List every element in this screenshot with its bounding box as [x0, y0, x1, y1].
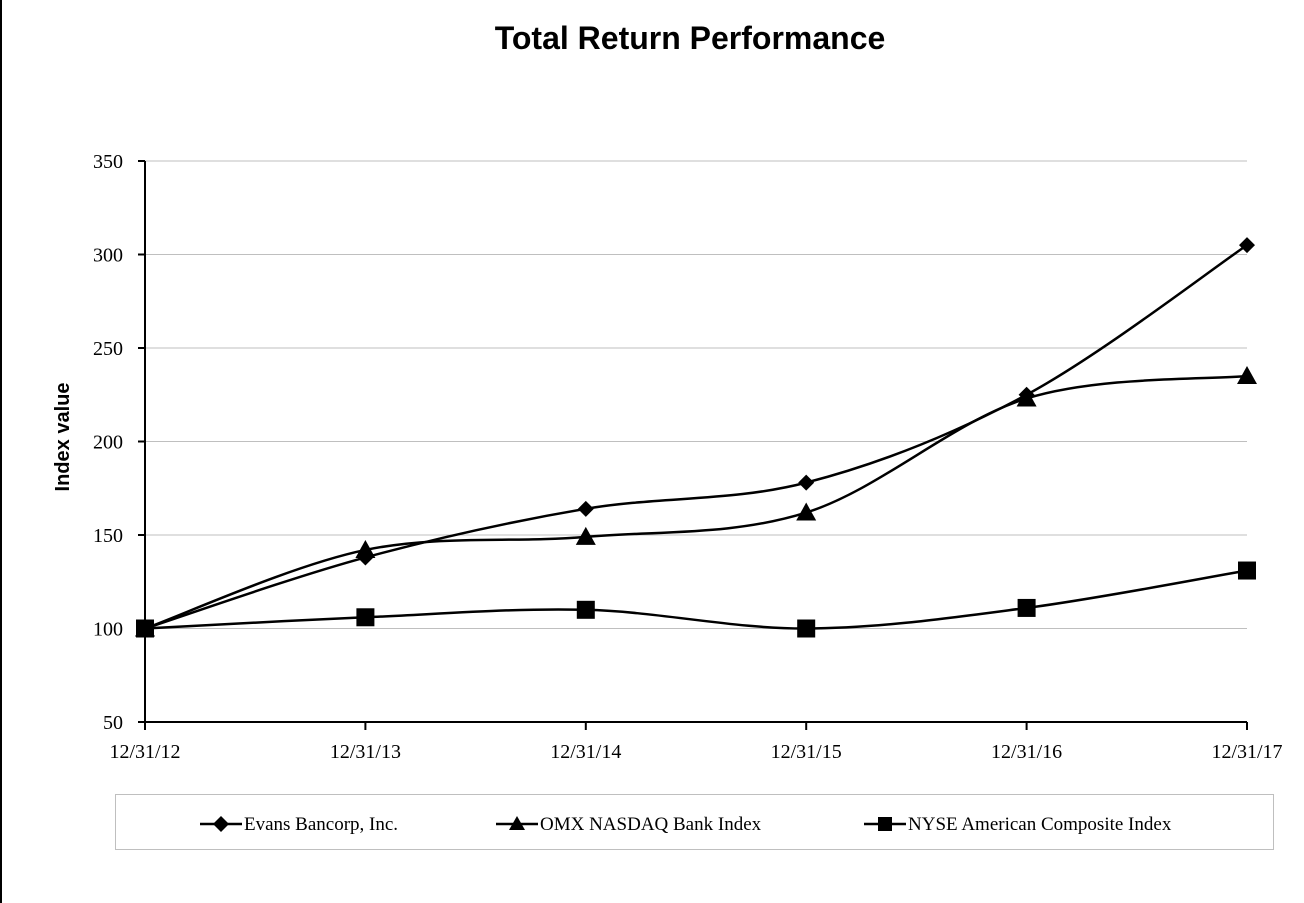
data-point: [1016, 388, 1037, 407]
legend-marker-icon: [878, 817, 892, 831]
y-tick-label: 300: [93, 245, 123, 267]
legend-marker-icon: [213, 816, 229, 832]
legend-svg: Evans Bancorp, Inc. OMX NASDAQ Bank Index…: [200, 814, 1172, 835]
x-tick-label: 12/31/13: [330, 741, 401, 763]
data-point: [355, 539, 376, 558]
x-tick-label: 12/31/17: [1211, 741, 1282, 763]
series-line: [144, 244, 1248, 630]
data-point: [1237, 366, 1257, 385]
y-tick-label: 350: [93, 151, 123, 173]
data-point: [575, 526, 596, 545]
y-tick-label: 150: [93, 525, 123, 547]
data-point: [576, 600, 595, 619]
legend-label: Evans Bancorp, Inc.: [244, 814, 398, 835]
data-point: [798, 474, 815, 491]
data-point: [1017, 598, 1036, 617]
x-tick-label: 12/31/14: [550, 741, 621, 763]
x-tick-label: 12/31/15: [771, 741, 842, 763]
chart-title: Total Return Performance: [494, 20, 886, 56]
legend-item: Evans Bancorp, Inc.: [200, 814, 398, 835]
data-point: [1239, 237, 1255, 254]
legend-label: NYSE American Composite Index: [908, 814, 1172, 835]
legend-marker-icon: [509, 816, 525, 830]
data-point: [577, 500, 594, 517]
series-line: [144, 569, 1248, 630]
y-tick-label: 200: [93, 432, 123, 454]
y-tick-label: 250: [93, 338, 123, 360]
series-line: [144, 374, 1248, 630]
left-edge-line: [0, 0, 2, 903]
x-tick-label: 12/31/12: [109, 741, 180, 763]
y-axis-label: Index value: [52, 383, 74, 492]
legend: Evans Bancorp, Inc. OMX NASDAQ Bank Index…: [115, 794, 1274, 850]
y-tick-label: 50: [103, 712, 123, 734]
legend-item: OMX NASDAQ Bank Index: [496, 814, 762, 835]
data-point: [796, 502, 817, 521]
legend-item: NYSE American Composite Index: [864, 814, 1172, 835]
legend-label: OMX NASDAQ Bank Index: [540, 814, 762, 835]
data-point: [797, 619, 816, 638]
y-tick-label: 100: [93, 619, 123, 641]
x-tick-label: 12/31/16: [991, 741, 1062, 763]
data-point: [1238, 561, 1256, 580]
data-point: [136, 619, 154, 638]
data-point: [356, 608, 375, 627]
series-diamond: [137, 237, 1255, 637]
series-square: [136, 561, 1256, 638]
series-triangle: [135, 366, 1257, 637]
